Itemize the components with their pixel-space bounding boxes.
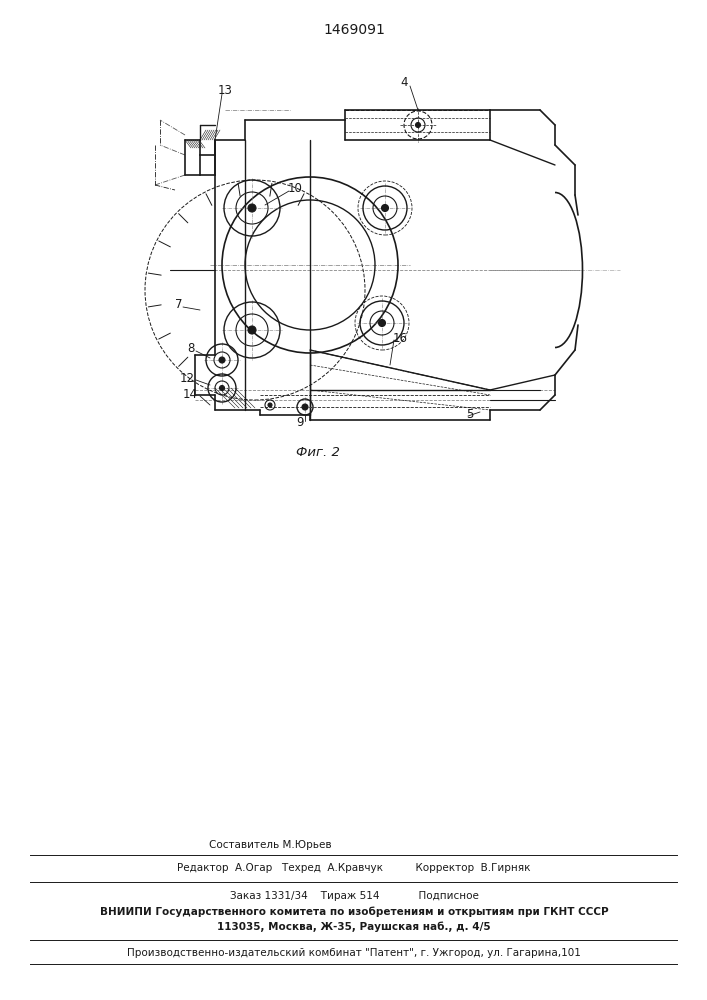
Circle shape [382,205,389,212]
Text: 1469091: 1469091 [323,23,385,37]
Text: Составитель М.Юрьев: Составитель М.Юрьев [209,840,332,850]
Text: 9: 9 [296,416,304,430]
Circle shape [416,122,421,127]
Circle shape [248,204,256,212]
Text: Производственно-издательский комбинат "Патент", г. Ужгород, ул. Гагарина,101: Производственно-издательский комбинат "П… [127,948,581,958]
Text: Заказ 1331/34    Тираж 514            Подписное: Заказ 1331/34 Тираж 514 Подписное [230,891,479,901]
Circle shape [219,385,225,390]
Text: ВНИИПИ Государственного комитета по изобретениям и открытиям при ГКНТ СССР: ВНИИПИ Государственного комитета по изоб… [100,907,608,917]
Text: 12: 12 [180,371,195,384]
Text: 5: 5 [466,408,474,422]
Text: 10: 10 [288,182,303,194]
Text: 4: 4 [400,77,407,90]
Text: 8: 8 [187,342,195,355]
Text: 13: 13 [218,85,233,98]
Text: 14: 14 [183,388,198,401]
Circle shape [219,357,225,363]
Text: Редактор  А.Огар   Техред  А.Кравчук          Корректор  В.Гирняк: Редактор А.Огар Техред А.Кравчук Коррект… [177,863,531,873]
Circle shape [268,403,272,407]
Text: 113035, Москва, Ж-35, Раушская наб., д. 4/5: 113035, Москва, Ж-35, Раушская наб., д. … [217,922,491,932]
Text: Фиг. 2: Фиг. 2 [296,446,340,460]
Text: 16: 16 [393,332,408,344]
Circle shape [378,320,385,326]
Text: 7: 7 [175,298,182,312]
Circle shape [248,326,256,334]
Circle shape [302,404,308,410]
